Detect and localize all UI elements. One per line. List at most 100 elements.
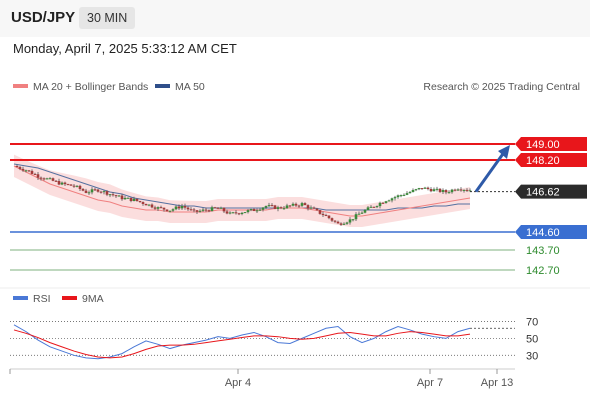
candle-body xyxy=(357,213,361,215)
candle-body xyxy=(69,184,73,186)
candle-body xyxy=(66,184,70,186)
rsi-panel: 30 50 70 xyxy=(10,316,538,362)
forecast-arrow-head xyxy=(498,145,510,159)
candle-body xyxy=(450,189,454,193)
candle-body xyxy=(225,211,229,214)
candle-body xyxy=(447,192,451,194)
candle-body xyxy=(141,202,145,204)
candle-body xyxy=(186,207,190,210)
candle-body xyxy=(312,207,316,209)
datetime-label: Monday, April 7, 2025 5:33:12 AM CET xyxy=(13,41,237,56)
candle-body xyxy=(48,178,52,180)
candle-body xyxy=(108,194,112,196)
x-tick-label: Apr 13 xyxy=(481,377,513,389)
candle-body xyxy=(165,209,169,212)
candle-body xyxy=(393,197,397,199)
symbol-label: USD/JPY xyxy=(11,9,76,26)
candle-body xyxy=(249,209,253,211)
rsi-ma-line xyxy=(13,329,471,359)
candle-body xyxy=(126,197,130,199)
candle-body xyxy=(327,215,331,219)
candle-body xyxy=(438,188,442,192)
candle-body xyxy=(369,206,373,208)
ma50-legend-label: MA 50 xyxy=(175,81,205,93)
candle-body xyxy=(417,188,421,190)
candle-body xyxy=(432,189,436,192)
candle-body xyxy=(381,202,385,204)
candle-body xyxy=(177,206,181,209)
candle-body xyxy=(45,178,49,180)
candle-body xyxy=(363,210,367,213)
rsi-level-label: 30 xyxy=(526,350,538,362)
candle-body xyxy=(318,210,322,214)
candle-body xyxy=(93,189,97,191)
candle-body xyxy=(354,214,358,220)
rsi-ma-legend-label: 9MA xyxy=(82,293,104,305)
resistance-tag xyxy=(515,153,587,167)
target-label: 142.70 xyxy=(526,265,560,277)
candle-body xyxy=(279,207,283,209)
candle-body xyxy=(150,204,154,208)
candle-body xyxy=(72,185,76,187)
resistance-tag xyxy=(515,137,587,151)
candle-body xyxy=(216,207,220,209)
candle-body xyxy=(198,210,202,212)
candle-body xyxy=(33,173,37,175)
candle-body xyxy=(378,202,382,207)
candle-body xyxy=(390,198,394,201)
candle-body xyxy=(435,188,439,190)
candle-body xyxy=(258,209,262,211)
candle-body xyxy=(288,205,292,207)
candle-body xyxy=(306,205,310,209)
candle-body xyxy=(396,195,400,198)
ma20-legend-swatch xyxy=(13,84,28,88)
candle-body xyxy=(228,212,232,214)
candle-body xyxy=(189,209,193,211)
candle-body xyxy=(234,212,238,214)
candle-body xyxy=(135,198,139,202)
candle-body xyxy=(282,208,286,210)
candle-body xyxy=(96,189,100,192)
candle-body xyxy=(102,191,106,193)
candle-body xyxy=(168,210,172,212)
candle-body xyxy=(411,189,415,193)
ma20-line xyxy=(13,165,471,217)
candle-body xyxy=(465,189,469,191)
candle-body xyxy=(195,210,199,212)
candle-body xyxy=(171,209,175,211)
candle-body xyxy=(144,203,148,206)
candle-body xyxy=(294,203,298,206)
candle-body xyxy=(453,189,457,191)
candle-body xyxy=(111,194,115,196)
candle-body xyxy=(120,195,124,200)
candle-body xyxy=(156,207,160,209)
candle-body xyxy=(414,189,418,191)
timeframe-button[interactable]: 30 MIN xyxy=(79,7,136,29)
candle-body xyxy=(192,209,196,211)
forecast-arrow xyxy=(474,145,510,193)
candle-body xyxy=(420,188,424,190)
candle-body xyxy=(399,195,403,197)
rsi-level-label: 50 xyxy=(526,333,538,345)
candle-body xyxy=(39,177,43,179)
candle-body xyxy=(183,206,187,208)
candle-body xyxy=(429,189,433,192)
candle-body xyxy=(324,215,328,217)
bollinger-bands xyxy=(14,154,470,227)
candle-body xyxy=(81,189,85,191)
x-tick-label: Apr 4 xyxy=(225,377,251,389)
candle-body xyxy=(339,223,343,225)
candle-body xyxy=(54,180,58,182)
candle-body xyxy=(51,178,55,181)
candle-body xyxy=(330,218,334,221)
ma20-path xyxy=(13,165,471,217)
candle-body xyxy=(456,189,460,191)
candle-body xyxy=(138,201,142,203)
candle-body xyxy=(204,209,208,211)
candle-body xyxy=(63,182,67,185)
candle-body xyxy=(231,212,235,214)
candle-body xyxy=(237,213,241,215)
candle-body xyxy=(246,210,250,213)
candle-body xyxy=(174,206,178,210)
candle-body xyxy=(273,205,277,209)
